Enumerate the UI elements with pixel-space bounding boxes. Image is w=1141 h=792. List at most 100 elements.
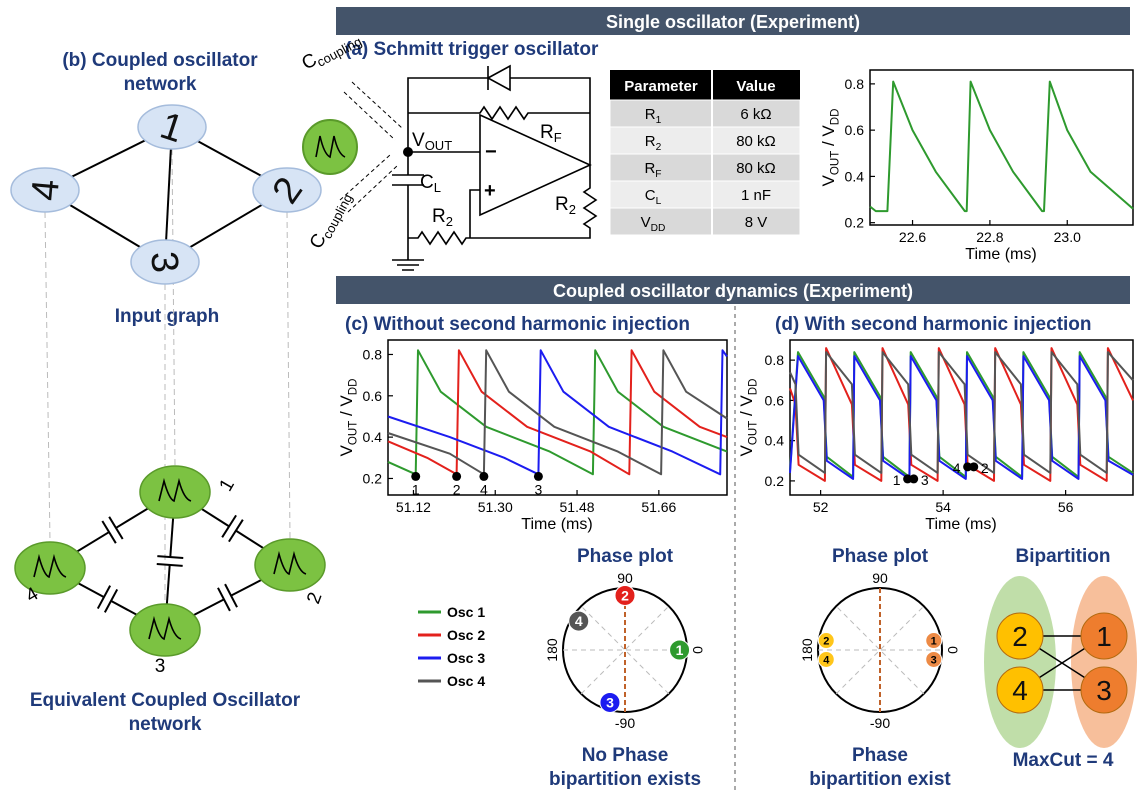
phase-caption: bipartition exists xyxy=(549,769,701,790)
y-tick-label: 0.2 xyxy=(845,215,865,231)
partition-node-label: 2 xyxy=(1012,621,1028,652)
circuit-label: R2 xyxy=(555,194,576,217)
table-value: 80 kΩ xyxy=(736,160,776,177)
phase-marker xyxy=(534,472,543,481)
label-main: C xyxy=(420,172,434,193)
banner: Coupled oscillator dynamics (Experiment) xyxy=(553,281,913,301)
phase-marker-label: 2 xyxy=(453,481,461,497)
y-tick-label: 0.6 xyxy=(765,392,785,408)
op-amp-plus: + xyxy=(484,180,496,202)
label-sub: F xyxy=(554,130,562,145)
network-node-label: 3 xyxy=(155,656,166,677)
label-main: V xyxy=(412,130,425,151)
phase-marker-label: 1 xyxy=(893,472,901,488)
circuit: Ccoupling Ccoupling VOUT RF CL R2 R2 − + xyxy=(298,27,596,270)
angle-label: 0 xyxy=(945,646,961,654)
text-part: DD xyxy=(747,379,759,396)
phase-point-label: 2 xyxy=(621,587,629,603)
table-row-bg xyxy=(610,181,800,208)
graph-node-label: 3 xyxy=(142,250,186,275)
text-part: 2 xyxy=(656,142,662,153)
x-axis-label: Time (ms) xyxy=(521,516,592,533)
network-node-label: 2 xyxy=(303,590,326,607)
banner: Single oscillator (Experiment) xyxy=(606,12,860,32)
phase-marker-label: 4 xyxy=(953,460,961,476)
phase-plot-title: Phase plot xyxy=(577,546,674,567)
text-part: V xyxy=(737,444,756,456)
graph-node-label: 4 xyxy=(24,178,68,203)
figure: Single oscillator (Experiment) Coupled o… xyxy=(0,0,1141,792)
capacitor-plate xyxy=(157,556,183,558)
x-tick-label: 22.6 xyxy=(899,229,926,245)
text-part: OUT xyxy=(829,151,841,175)
label-sub: L xyxy=(434,180,441,195)
x-tick-label: 51.66 xyxy=(641,499,676,515)
x-tick-label: 51.12 xyxy=(396,499,431,515)
y-tick-label: 0.4 xyxy=(363,429,383,445)
x-tick-label: 51.48 xyxy=(560,499,595,515)
text-part: L xyxy=(656,196,662,207)
text-part: DD xyxy=(347,379,359,396)
y-axis-label: VOUT / VDD xyxy=(819,109,841,187)
phase-point-label: 4 xyxy=(575,613,583,629)
network-caption: network xyxy=(129,714,202,735)
text-part: / V xyxy=(737,395,756,421)
table-value: 8 V xyxy=(745,214,768,231)
text-part: / V xyxy=(337,395,356,421)
partition-node-label: 4 xyxy=(1012,675,1028,706)
text-part: V xyxy=(337,444,356,456)
y-tick-label: 0.6 xyxy=(363,388,383,404)
x-tick-label: 23.0 xyxy=(1054,229,1081,245)
label-sub: coupling xyxy=(319,191,355,241)
circuit-label: VOUT xyxy=(412,130,452,153)
label-sub: 2 xyxy=(569,202,576,217)
x-tick-label: 52 xyxy=(813,499,829,515)
x-tick-label: 22.8 xyxy=(976,229,1003,245)
x-tick-label: 51.30 xyxy=(478,499,513,515)
phase-marker-label: 3 xyxy=(535,481,543,497)
resistor-rf xyxy=(408,107,590,119)
partition xyxy=(1071,576,1137,748)
y-tick-label: 0.8 xyxy=(845,76,865,92)
table-header: Value xyxy=(736,78,775,95)
text-part: R xyxy=(644,160,655,177)
x-axis-label: Time (ms) xyxy=(925,516,996,533)
phase-marker xyxy=(909,474,918,483)
text-part: DD xyxy=(651,223,666,234)
y-axis-label: VOUT / VDD xyxy=(337,379,359,457)
capacitor-plate xyxy=(157,564,183,566)
phase-point-label: 3 xyxy=(606,694,614,710)
phase-marker xyxy=(969,462,978,471)
ground xyxy=(392,260,424,270)
text-part: OUT xyxy=(747,421,759,445)
circuit-label: RF xyxy=(540,122,562,145)
y-tick-label: 0.2 xyxy=(765,473,785,489)
text-part: V xyxy=(819,174,838,186)
circuit-label: R2 xyxy=(432,206,453,229)
phase-marker-label: 2 xyxy=(981,460,989,476)
panel-title: (a) Schmitt trigger oscillator xyxy=(345,39,599,60)
angle-label: 180 xyxy=(544,638,560,662)
angle-label: -90 xyxy=(615,715,635,731)
plot-frame xyxy=(388,340,727,495)
phase-point-label: 2 xyxy=(823,636,829,648)
y-axis-label: VOUT / VDD xyxy=(737,379,759,457)
page: Single oscillator (Experiment) Coupled o… xyxy=(0,0,1141,792)
text-part: / V xyxy=(819,125,838,151)
x-axis-label: Time (ms) xyxy=(965,246,1036,263)
label-sub: OUT xyxy=(425,138,453,153)
op-amp-minus: − xyxy=(485,141,497,163)
phase-caption: Phase xyxy=(852,745,908,766)
oscillator-icon xyxy=(303,120,357,174)
label-main: R xyxy=(540,122,554,143)
phase-plot-title: Phase plot xyxy=(832,546,929,567)
oscillator-node xyxy=(140,466,210,518)
op-amp xyxy=(480,115,590,215)
legend-label: Osc 1 xyxy=(447,604,485,620)
angle-label: 90 xyxy=(872,570,888,586)
oscillator-node xyxy=(130,604,200,656)
graph-caption: Input graph xyxy=(115,306,219,327)
text-part: DD xyxy=(829,109,841,126)
y-tick-label: 0.4 xyxy=(845,168,865,184)
text-part: R xyxy=(645,133,656,150)
